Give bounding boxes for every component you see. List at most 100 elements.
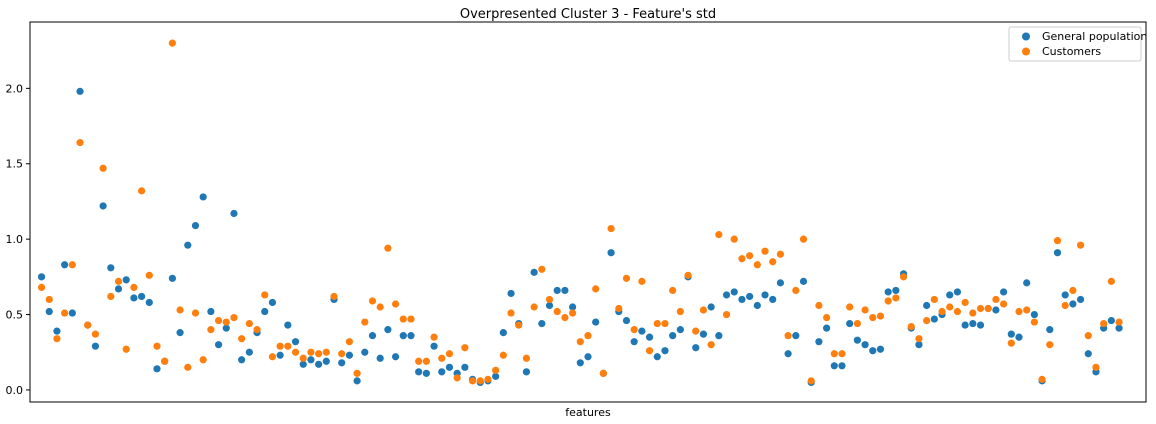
point-customers — [168, 39, 176, 47]
point-customers — [669, 286, 677, 295]
point-general-population — [368, 332, 377, 340]
y-tick-label: 1.0 — [6, 233, 24, 246]
point-customers — [299, 354, 307, 362]
point-customers — [1000, 300, 1008, 308]
point-general-population — [138, 292, 146, 301]
point-customers — [1092, 363, 1100, 371]
point-general-population — [607, 249, 615, 257]
point-general-population — [992, 306, 1000, 314]
point-general-population — [353, 377, 361, 385]
point-general-population — [199, 193, 207, 201]
point-customers — [545, 295, 554, 304]
point-customers — [969, 309, 977, 317]
point-customers — [122, 345, 130, 353]
y-axis: 0.0 0.5 1.0 1.5 2.0 — [6, 82, 30, 397]
point-general-population — [307, 356, 315, 364]
point-customers — [953, 307, 962, 316]
point-customers — [692, 327, 700, 335]
point-general-population — [315, 360, 323, 368]
y-tick-label: 1.5 — [6, 158, 24, 171]
point-general-population — [730, 288, 738, 296]
point-customers — [291, 348, 300, 356]
point-customers — [53, 335, 61, 343]
point-customers — [884, 297, 892, 305]
point-customers — [730, 235, 738, 243]
point-customers — [222, 318, 230, 326]
point-general-population — [1115, 324, 1123, 332]
point-general-population — [153, 365, 161, 373]
point-customers — [584, 332, 592, 340]
point-customers — [553, 307, 561, 316]
point-customers — [268, 353, 277, 361]
point-customers — [322, 348, 330, 356]
point-general-population — [915, 341, 923, 349]
point-general-population — [869, 347, 877, 355]
point-general-population — [107, 264, 115, 272]
point-general-population — [207, 307, 215, 316]
point-general-population — [1015, 333, 1023, 341]
point-general-population — [1076, 295, 1085, 304]
legend-label-general-population: General population — [1042, 30, 1147, 43]
point-general-population — [545, 301, 554, 310]
point-customers — [461, 344, 469, 352]
point-customers — [484, 375, 492, 383]
point-customers — [361, 318, 369, 326]
point-general-population — [584, 353, 592, 361]
point-general-population — [322, 357, 330, 365]
point-general-population — [376, 354, 384, 362]
point-customers — [923, 316, 931, 325]
point-customers — [253, 326, 261, 334]
point-general-population — [722, 291, 731, 299]
point-general-population — [699, 330, 708, 338]
point-customers — [861, 306, 869, 314]
point-customers — [738, 255, 746, 263]
point-customers — [1015, 307, 1023, 316]
point-general-population — [238, 356, 246, 364]
point-customers — [607, 224, 615, 233]
point-general-population — [792, 332, 800, 340]
point-customers — [515, 321, 523, 329]
point-general-population — [1046, 326, 1054, 334]
point-customers — [138, 187, 146, 195]
point-customers — [661, 319, 669, 328]
point-customers — [199, 356, 207, 364]
point-customers — [569, 309, 577, 317]
point-general-population — [1000, 288, 1008, 296]
point-general-population — [746, 292, 754, 301]
point-customers — [422, 357, 430, 365]
point-general-population — [946, 291, 954, 299]
point-general-population — [276, 351, 284, 359]
point-customers — [345, 338, 354, 346]
point-general-population — [769, 295, 777, 304]
point-customers — [1053, 237, 1062, 245]
point-customers — [830, 350, 838, 358]
point-customers — [376, 303, 384, 311]
point-customers — [476, 377, 484, 385]
point-customers — [892, 294, 900, 302]
point-customers — [1007, 339, 1015, 347]
point-customers — [453, 374, 461, 382]
point-customers — [338, 350, 346, 358]
point-general-population — [222, 324, 230, 332]
point-customers — [1069, 286, 1077, 295]
point-customers — [230, 313, 238, 322]
point-customers — [576, 338, 584, 346]
point-general-population — [76, 87, 84, 95]
point-general-population — [976, 321, 985, 329]
point-general-population — [1053, 249, 1062, 257]
point-customers — [468, 377, 477, 385]
point-customers — [746, 252, 754, 260]
point-general-population — [753, 301, 761, 310]
point-general-population — [707, 303, 715, 311]
point-customers — [438, 354, 446, 362]
point-customers — [846, 303, 854, 311]
point-general-population — [507, 289, 515, 298]
point-customers — [315, 350, 323, 358]
point-general-population — [569, 303, 577, 311]
point-general-population — [53, 327, 61, 335]
point-general-population — [761, 291, 769, 299]
point-general-population — [638, 327, 646, 335]
point-general-population — [838, 362, 846, 370]
point-general-population — [776, 279, 785, 287]
x-axis-label: features — [565, 406, 611, 419]
